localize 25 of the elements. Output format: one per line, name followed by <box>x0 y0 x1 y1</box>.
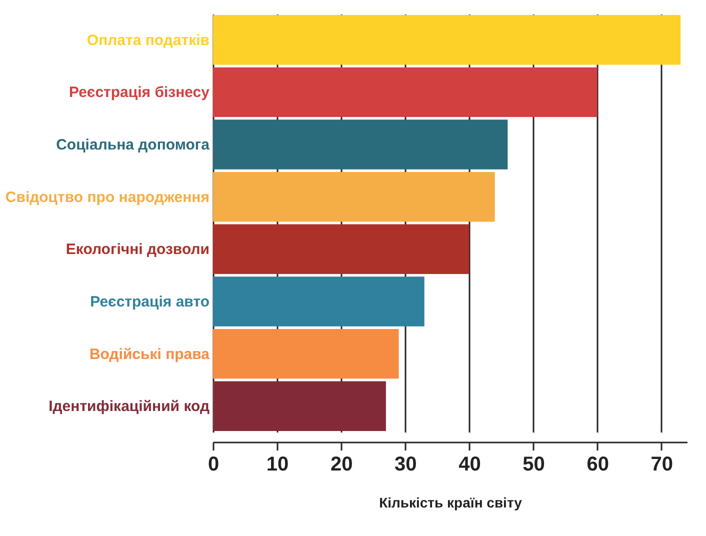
bar <box>213 15 681 65</box>
x-tick-label: 60 <box>586 454 609 476</box>
bar <box>213 172 495 222</box>
x-tick-label: 70 <box>650 454 674 476</box>
y-tick-label: Екологічні дозволи <box>66 241 210 258</box>
bar <box>213 276 424 326</box>
bar <box>213 224 470 274</box>
y-tick-label: Свідоцтво про народження <box>5 188 210 206</box>
x-tick-label: 10 <box>266 454 289 476</box>
bar <box>213 328 399 379</box>
y-tick-label: Водійські права <box>89 346 210 363</box>
x-tick-label: 30 <box>394 454 417 476</box>
x-tick-label: 40 <box>458 454 481 476</box>
y-tick-label: Оплата податків <box>86 32 210 49</box>
y-tick-label: Ідентифікаційний код <box>48 398 210 416</box>
bar <box>213 381 386 431</box>
y-tick-label: Реєстрація бізнесу <box>68 84 210 102</box>
x-tick-label: 0 <box>208 454 220 476</box>
x-tick-label: 20 <box>330 454 353 476</box>
y-tick-label: Соціальна допомога <box>56 136 210 154</box>
bar <box>213 67 598 118</box>
bar <box>213 120 508 170</box>
x-tick-label: 50 <box>522 454 545 476</box>
x-axis-title: Кількість країн світу <box>379 494 522 510</box>
y-tick-label: Реєстрація авто <box>90 293 210 310</box>
